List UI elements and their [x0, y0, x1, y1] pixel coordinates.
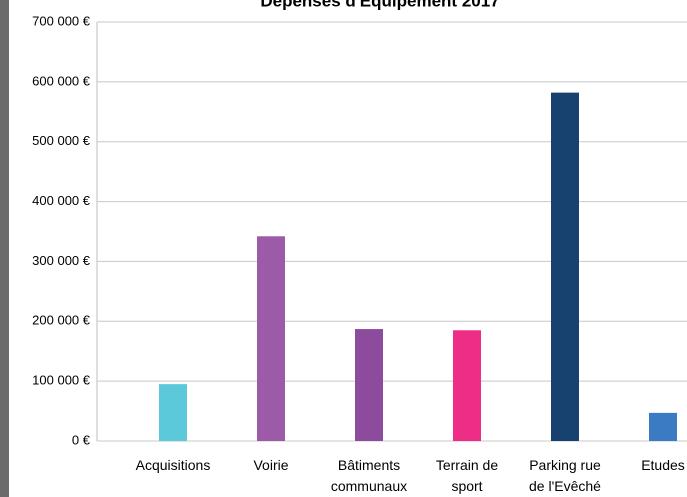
x-tick-label: Parking rue de l'Evêché: [529, 457, 601, 494]
bar: [551, 92, 579, 441]
y-tick-label: 0 €: [72, 432, 91, 447]
y-tick-label: 700 000 €: [32, 13, 91, 28]
y-tick-label: 300 000 €: [32, 253, 91, 268]
y-tick-label: 100 000 €: [32, 373, 91, 388]
x-tick-label: Bâtiments communaux: [330, 457, 408, 494]
y-tick-label: 600 000 €: [32, 73, 91, 88]
bar: [649, 412, 677, 441]
y-tick-label: 500 000 €: [32, 133, 91, 148]
y-tick-label: 400 000 €: [32, 193, 91, 208]
bar: [257, 236, 285, 441]
bar: [159, 384, 187, 441]
bar: [355, 329, 383, 441]
chart-title: Dépenses d'Equipement 2017: [260, 0, 499, 10]
x-tick-label: Acquisitions: [135, 457, 211, 473]
x-tick-label: Voirie: [253, 457, 289, 473]
x-tick-label: Terrain de sport: [435, 457, 499, 494]
bar: [453, 330, 481, 441]
y-tick-label: 200 000 €: [32, 313, 91, 328]
left-border: [0, 0, 9, 497]
x-tick-label: Etudes: [641, 457, 685, 473]
